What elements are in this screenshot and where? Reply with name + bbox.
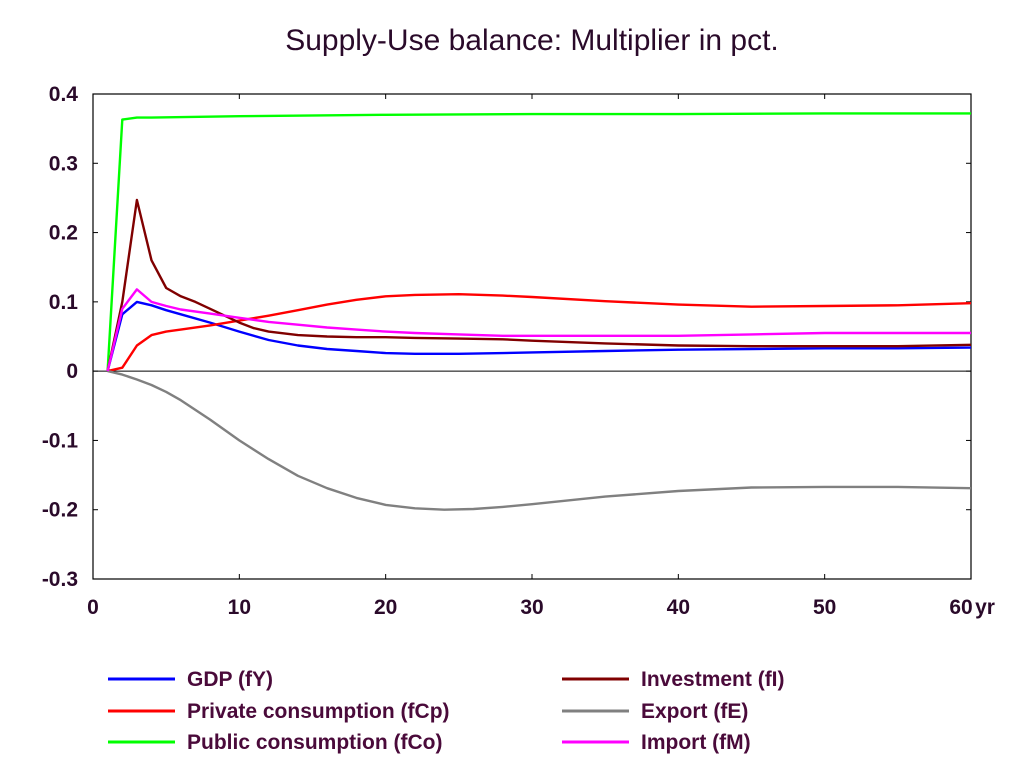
chart-title: Supply-Use balance: Multiplier in pct. xyxy=(285,24,779,57)
y-tick-label: -0.2 xyxy=(42,499,78,522)
legend-label: Public consumption (fCo) xyxy=(187,731,442,754)
y-tick-label: -0.1 xyxy=(42,429,79,452)
legend-label: Private consumption (fCp) xyxy=(187,700,450,723)
x-tick-label: 10 xyxy=(228,596,251,619)
y-tick-label: 0.1 xyxy=(49,291,79,314)
series-line-1 xyxy=(106,300,972,372)
x-tick-label: 20 xyxy=(374,596,397,619)
series-line-2 xyxy=(107,293,972,373)
legend: GDP (fY) Investment (fI) Private consumpti… xyxy=(108,668,785,754)
y-tick-label: -0.3 xyxy=(42,568,78,591)
tick-labels: 0.4 0.3 0.2 0.1 0 -0.1 -0.2 -0.3 0 10 20 30 40 50 60 yr xyxy=(42,83,995,619)
axes xyxy=(92,93,972,580)
x-tick-label: 60 xyxy=(949,596,972,619)
x-tick-label: 40 xyxy=(667,596,690,619)
x-tick-label: 0 xyxy=(87,596,99,619)
series-line-6 xyxy=(106,288,971,372)
y-tick-label: 0.2 xyxy=(49,222,78,245)
legend-label: GDP (fY) xyxy=(187,668,273,691)
series-lines xyxy=(106,112,972,511)
series-line-4 xyxy=(106,198,972,372)
legend-label: Import (fM) xyxy=(641,731,751,754)
series-line-3 xyxy=(106,112,971,372)
legend-label: Investment (fI) xyxy=(641,668,785,691)
y-tick-label: 0.4 xyxy=(49,83,79,106)
x-tick-label: 50 xyxy=(813,596,836,619)
x-unit-label: yr xyxy=(975,596,995,619)
legend-label: Export (fE) xyxy=(641,700,748,723)
series-line-5 xyxy=(107,369,972,511)
x-tick-label: 30 xyxy=(520,596,543,619)
y-tick-label: 0.3 xyxy=(49,152,78,175)
y-tick-label: 0 xyxy=(66,360,78,383)
